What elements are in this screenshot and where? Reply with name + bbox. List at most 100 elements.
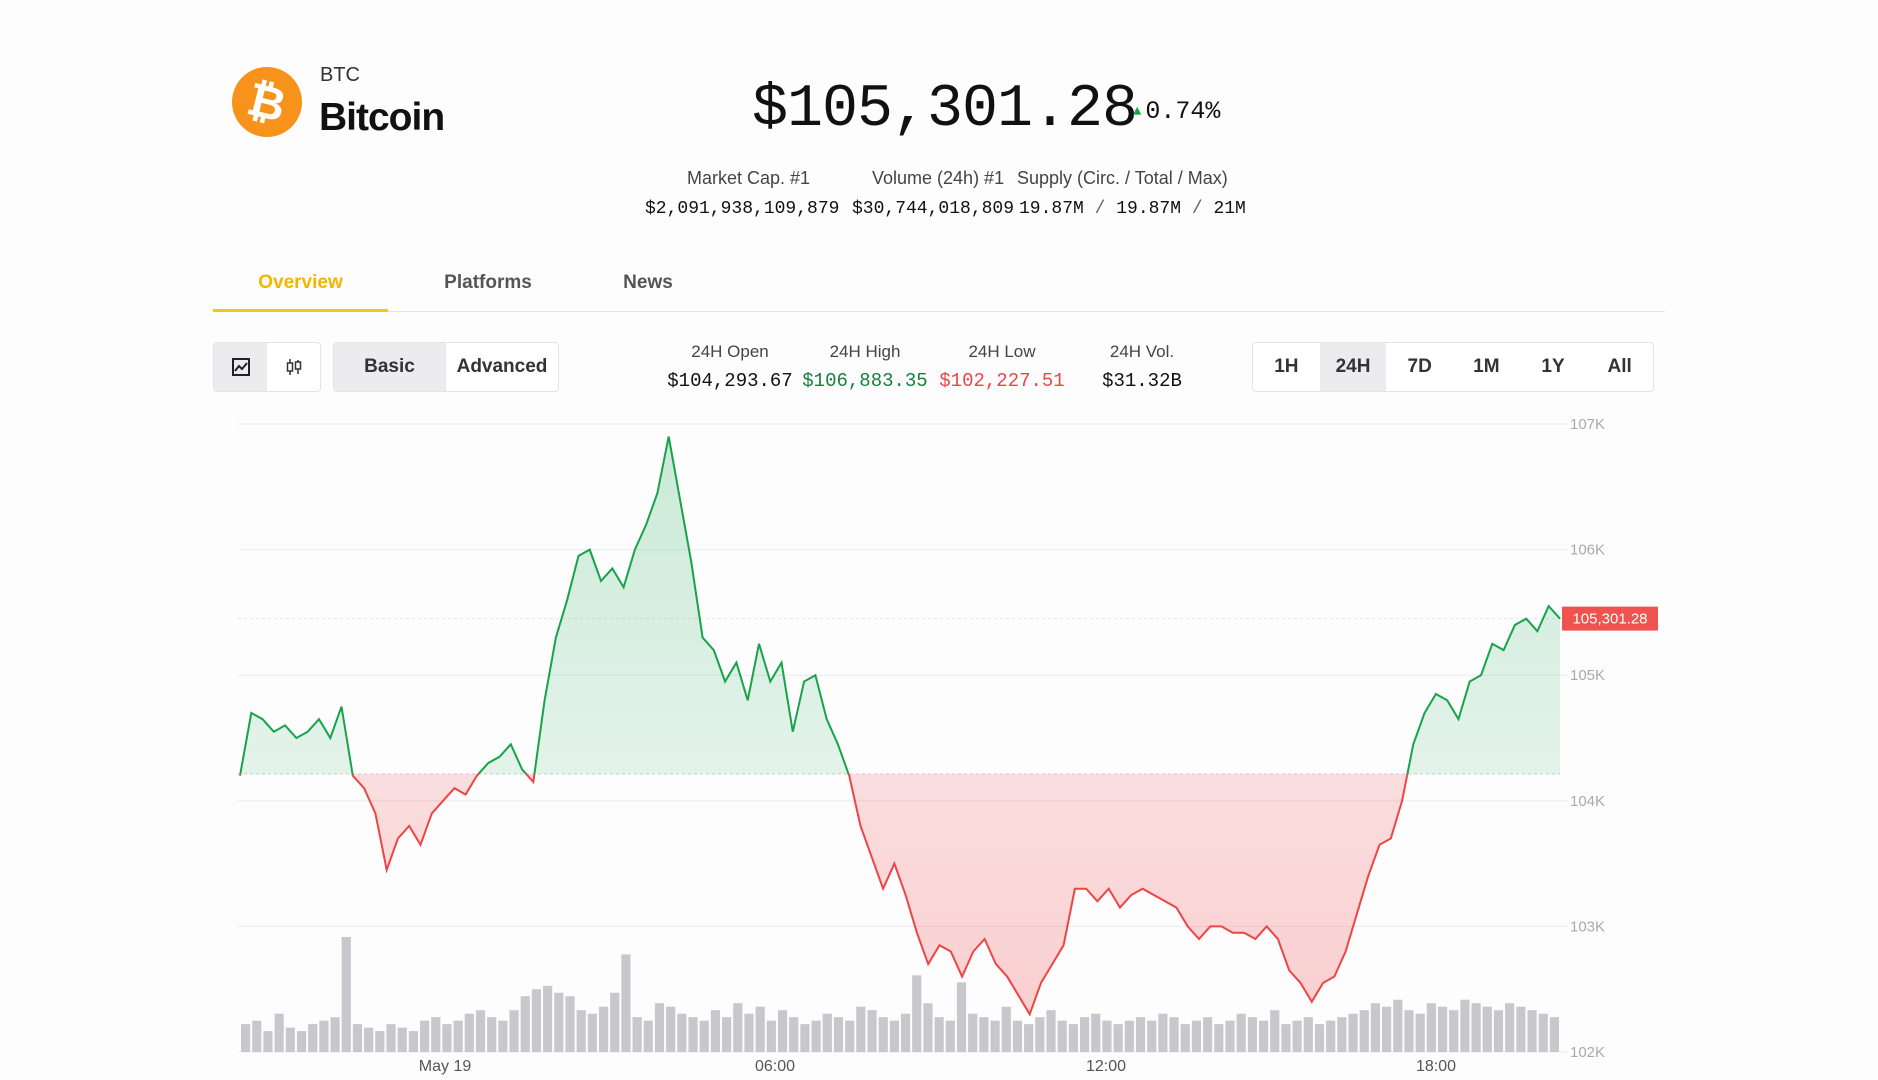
market-cap-value: $2,091,938,109,879	[645, 199, 840, 219]
tab-overview[interactable]: Overview	[258, 272, 343, 293]
volume-bar	[945, 1020, 955, 1052]
coin-name: Bitcoin	[319, 96, 445, 139]
volume-bar	[1203, 1017, 1213, 1052]
volume-bar	[352, 1024, 363, 1052]
volume-bar	[1270, 1010, 1280, 1052]
volume-bar	[364, 1027, 374, 1052]
line-chart-icon[interactable]	[214, 343, 267, 391]
volume-bar	[1527, 1010, 1537, 1052]
volume-bar	[1046, 1010, 1056, 1052]
x-tick-label: 12:00	[1086, 1058, 1126, 1075]
volume-bar	[1057, 1020, 1067, 1052]
current-price-tag-text: 105,301.28	[1572, 611, 1647, 628]
volume-bar	[688, 1017, 698, 1052]
volume-bar	[1516, 1006, 1526, 1052]
volume-bar	[587, 1013, 597, 1052]
volume-bar	[766, 1020, 776, 1052]
range-1m-button[interactable]: 1M	[1473, 356, 1500, 377]
volume-bar	[419, 1020, 430, 1052]
volume-bar	[934, 1017, 944, 1052]
price-chart[interactable]: 107K 106K 105K 104K 103K 102K 105,301.28 May 19…	[0, 400, 1878, 1080]
volume-bar	[509, 1010, 519, 1052]
current-price: $105,301.28	[752, 76, 1138, 144]
candlestick-icon[interactable]	[267, 343, 320, 391]
tab-bar: Overview Platforms News	[213, 262, 1665, 312]
supply-value: 19.87M / 19.87M / 21M	[1019, 199, 1246, 219]
open-value: $104,293.67	[667, 370, 793, 392]
volume-bar	[464, 1013, 474, 1052]
volume-bar	[1549, 1017, 1559, 1052]
axis-labels: 107K 106K 105K 104K 103K 102K 105,301.28 May 19…	[419, 416, 1658, 1075]
bitcoin-logo-icon: ₿	[232, 67, 302, 137]
volume-bar	[319, 1020, 329, 1052]
volume-bar	[867, 1010, 877, 1052]
price-area	[239, 436, 1561, 1017]
volume-bar	[1493, 1010, 1504, 1052]
volume-bar	[811, 1020, 821, 1052]
range-24h-button[interactable]: 24H	[1319, 343, 1387, 391]
volume-bar	[1091, 1013, 1101, 1052]
x-tick-label: 06:00	[755, 1058, 795, 1075]
volume-bar	[923, 1003, 933, 1052]
volume-24h-value: $31.32B	[1102, 370, 1182, 392]
volume-bar	[1281, 1024, 1291, 1052]
volume-bar	[733, 1003, 743, 1052]
volume-bar	[263, 1031, 273, 1052]
volume-bar	[308, 1024, 318, 1052]
volume-bar	[1437, 1006, 1448, 1052]
volume-bar	[375, 1031, 385, 1052]
volume-bar	[1247, 1017, 1257, 1052]
volume-bar	[1169, 1017, 1179, 1052]
volume-bar	[554, 992, 564, 1052]
volume-bar	[1449, 1010, 1459, 1052]
bitcoin-glyph: ₿	[242, 71, 292, 133]
volume-bar	[979, 1017, 989, 1052]
basic-mode-button[interactable]: Basic	[334, 343, 445, 391]
volume-bar	[1393, 999, 1403, 1052]
volume-bar	[397, 1027, 407, 1052]
volume-bar	[833, 1017, 844, 1052]
volume-label: Volume (24h) #1	[872, 168, 1005, 188]
volume-bar	[1035, 1017, 1045, 1052]
volume-bar	[1147, 1020, 1157, 1052]
volume-bar	[386, 1024, 396, 1052]
volume-bar	[610, 992, 620, 1052]
supply-circ: 19.87M	[1019, 199, 1084, 219]
volume-bar	[1258, 1020, 1269, 1052]
volume-bar	[453, 1020, 463, 1052]
volume-bar	[878, 1017, 888, 1052]
range-1h-button[interactable]: 1H	[1274, 356, 1299, 377]
supply-total: 19.87M	[1116, 199, 1182, 219]
range-all-button[interactable]: All	[1607, 356, 1632, 377]
volume-bar	[1303, 1017, 1313, 1052]
price-change-value: 0.74%	[1145, 97, 1221, 126]
volume-bar	[408, 1031, 418, 1052]
tab-platforms[interactable]: Platforms	[444, 272, 532, 293]
volume-bar	[520, 996, 530, 1052]
volume-bar	[1180, 1024, 1190, 1052]
volume-bar	[1292, 1020, 1302, 1052]
range-1y-button[interactable]: 1Y	[1541, 356, 1565, 377]
price-area-up	[240, 436, 1560, 775]
time-range-selector: 1H 24H 7D 1M 1Y All	[1252, 342, 1654, 392]
volume-bar	[1314, 1024, 1325, 1052]
volume-bar	[1001, 1006, 1011, 1052]
volume-bar	[1505, 1003, 1515, 1052]
tab-news[interactable]: News	[623, 272, 673, 293]
supply-label: Supply (Circ. / Total / Max)	[1017, 168, 1228, 188]
volume-bar	[1012, 1020, 1023, 1052]
x-tick-label: May 19	[419, 1058, 472, 1075]
volume-bar	[543, 985, 553, 1052]
volume-bar	[1359, 1010, 1369, 1052]
volume-bar	[1214, 1024, 1224, 1052]
y-tick-label: 105K	[1570, 667, 1605, 684]
volume-bar	[487, 1017, 497, 1052]
volume-24h-label: 24H Vol.	[1109, 342, 1175, 361]
advanced-mode-button[interactable]: Advanced	[445, 343, 558, 391]
market-cap-label: Market Cap. #1	[687, 168, 811, 188]
price-line-up	[239, 436, 1561, 775]
volume-bar	[274, 1013, 284, 1052]
range-7d-button[interactable]: 7D	[1407, 356, 1432, 377]
low-label: 24H Low	[968, 342, 1036, 361]
open-label: 24H Open	[691, 342, 769, 361]
